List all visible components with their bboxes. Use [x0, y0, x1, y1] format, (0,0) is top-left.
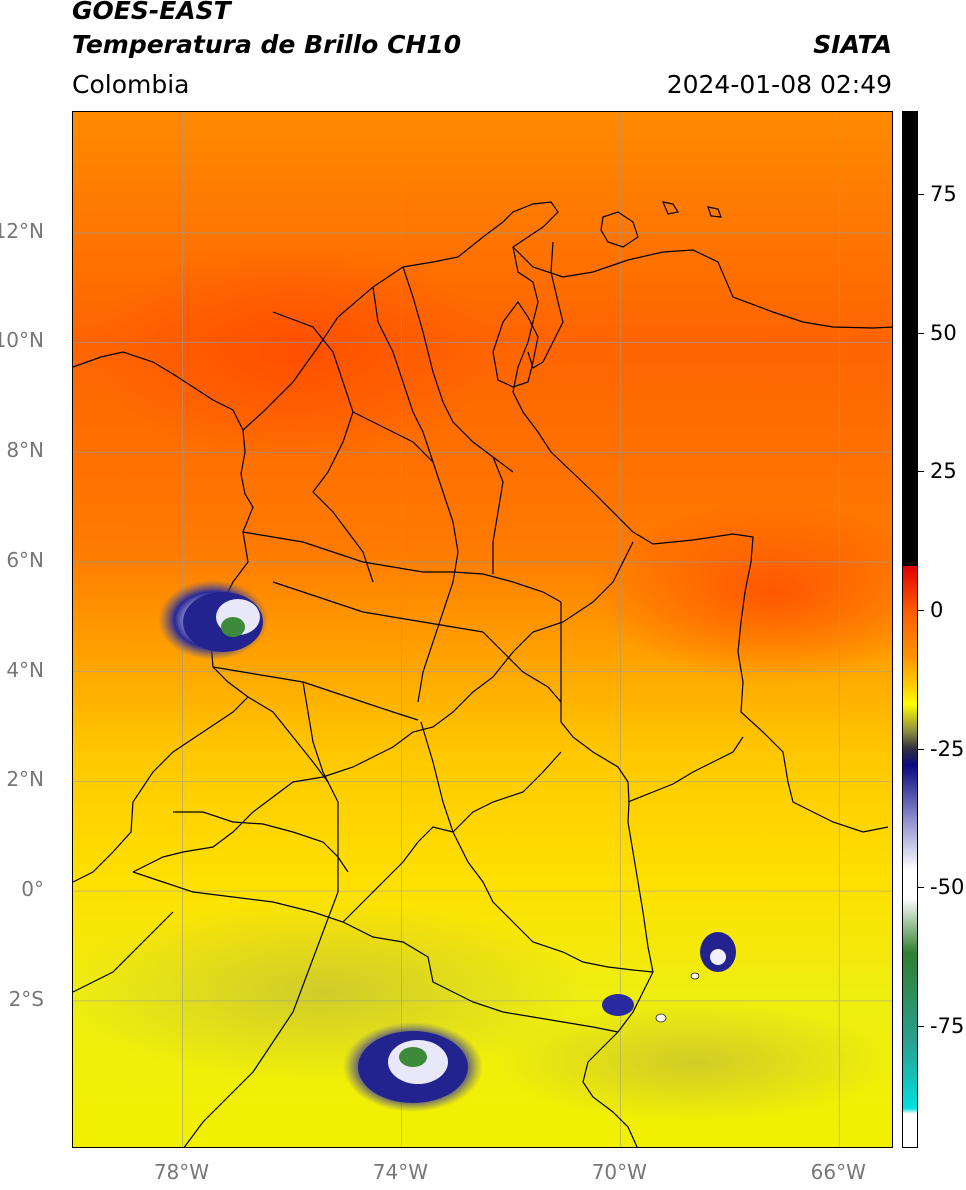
lat-tick-label: 8°N: [6, 438, 44, 463]
country-border: [512, 246, 892, 329]
country-border: [527, 241, 564, 369]
colorbar-tick-label: 50: [930, 320, 957, 345]
dept-border: [212, 666, 419, 721]
dept-border: [492, 456, 504, 574]
warm-region: [93, 242, 493, 462]
dept-border: [627, 736, 744, 803]
map-svg: [73, 112, 892, 1147]
dept-border: [247, 696, 329, 783]
lat-tick-label: 0°: [21, 877, 44, 902]
colorbar-tick-label: -50: [930, 875, 965, 900]
coast: [707, 206, 722, 218]
colorbar-tick: [918, 610, 924, 612]
colorbar-tick: [918, 194, 924, 196]
dept-border: [272, 581, 484, 633]
region-label: Colombia: [72, 70, 190, 99]
dept-border: [452, 751, 562, 833]
colorbar-tick: [918, 748, 924, 750]
lat-tick-label: 10°N: [0, 328, 44, 353]
lon-tick-label: 66°W: [810, 1160, 866, 1184]
colorbar-tick: [918, 332, 924, 334]
lon-tick-label: 78°W: [153, 1160, 210, 1184]
convective-cloud: [602, 932, 736, 1023]
map-panel[interactable]: [72, 111, 893, 1148]
dept-border: [242, 531, 562, 603]
coast: [492, 300, 539, 388]
warm-region: [593, 502, 892, 682]
country-border: [420, 721, 654, 973]
lon-tick-label: 74°W: [372, 1160, 429, 1184]
lat-tick-label: 2°S: [8, 986, 44, 1011]
country-border: [132, 871, 619, 1033]
dept-border: [372, 286, 454, 523]
country-border: [582, 971, 654, 1147]
country-border: [132, 541, 634, 873]
cool-region: [493, 1002, 892, 1122]
country-border: [73, 351, 254, 883]
dept-border: [352, 411, 434, 463]
colorbar: [902, 111, 918, 1148]
colorbar-tick-label: 75: [930, 182, 957, 207]
colorbar-tick: [918, 471, 924, 473]
country-border: [183, 891, 339, 1147]
lat-tick-label: 12°N: [0, 218, 44, 243]
agency-label: SIATA: [813, 30, 892, 59]
dept-border: [482, 631, 562, 703]
dept-border: [342, 826, 454, 923]
satellite-title: GOES-EAST: [72, 0, 231, 25]
country-border: [73, 911, 174, 993]
convective-cloud: [343, 1022, 483, 1112]
lat-tick-label: 6°N: [6, 547, 44, 572]
country-border: [242, 201, 559, 453]
lat-tick-label: 2°N: [6, 767, 44, 792]
dept-border: [272, 311, 354, 493]
coast: [600, 211, 639, 248]
colorbar-tick: [918, 1026, 924, 1027]
dept-border: [302, 681, 339, 892]
dept-border: [417, 521, 459, 703]
borders: [73, 201, 892, 1147]
colorbar-tick-label: 0: [930, 598, 944, 623]
colorbar-tick-label: 25: [930, 459, 957, 484]
product-title: Temperatura de Brillo CH10: [72, 30, 462, 59]
colorbar-tick-label: -75: [930, 1014, 965, 1038]
country-border: [550, 451, 889, 833]
colorbar-tick: [918, 887, 924, 889]
colorbar-tick-label: -25: [930, 736, 965, 761]
lat-tick-label: 4°N: [6, 657, 44, 682]
lon-tick-label: 70°W: [591, 1160, 647, 1184]
convective-cloud: [158, 580, 268, 660]
coast: [662, 201, 679, 215]
dept-border: [402, 266, 514, 473]
dept-border: [173, 811, 349, 873]
dept-border: [312, 491, 374, 583]
datetime-label: 2024-01-08 02:49: [666, 70, 892, 99]
